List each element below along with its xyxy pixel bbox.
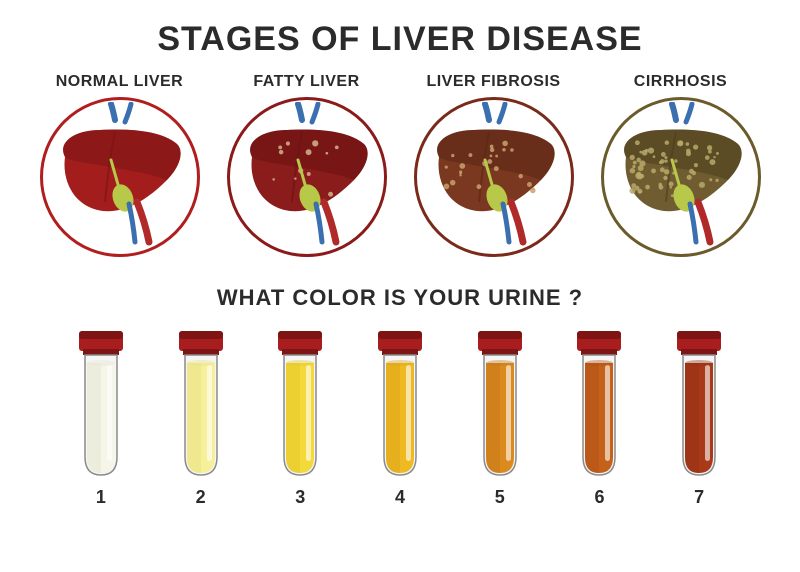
urine-tube-item: 5 bbox=[459, 329, 541, 508]
liver-stage-row: NORMAL LIVER FATTY LIVER LIVER FIBROSIS bbox=[30, 73, 770, 257]
urine-tube-item: 2 bbox=[160, 329, 242, 508]
liver-circle bbox=[40, 97, 200, 257]
urine-tube-item: 7 bbox=[658, 329, 740, 508]
liver-stage-label: LIVER FIBROSIS bbox=[426, 73, 560, 91]
test-tube-icon bbox=[73, 329, 129, 479]
liver-circle bbox=[414, 97, 574, 257]
liver-stage-item: FATTY LIVER bbox=[217, 73, 396, 257]
tube-number: 3 bbox=[295, 487, 305, 508]
test-tube-icon bbox=[571, 329, 627, 479]
tube-number: 5 bbox=[495, 487, 505, 508]
tube-number: 4 bbox=[395, 487, 405, 508]
test-tube-icon bbox=[671, 329, 727, 479]
liver-icon bbox=[419, 102, 569, 252]
tube-number: 1 bbox=[96, 487, 106, 508]
test-tube-icon bbox=[173, 329, 229, 479]
liver-icon bbox=[45, 102, 195, 252]
liver-stage-label: CIRRHOSIS bbox=[634, 73, 727, 91]
urine-tube-row: 1 2 3 bbox=[30, 329, 770, 508]
liver-stage-label: NORMAL LIVER bbox=[56, 73, 183, 91]
liver-stage-label: FATTY LIVER bbox=[253, 73, 359, 91]
urine-subtitle: WHAT COLOR IS YOUR URINE ? bbox=[217, 285, 583, 311]
liver-icon bbox=[606, 102, 756, 252]
test-tube-icon bbox=[372, 329, 428, 479]
liver-stage-item: NORMAL LIVER bbox=[30, 73, 209, 257]
urine-tube-item: 4 bbox=[359, 329, 441, 508]
urine-tube-item: 6 bbox=[559, 329, 641, 508]
main-title: STAGES OF LIVER DISEASE bbox=[157, 20, 642, 59]
urine-tube-item: 3 bbox=[259, 329, 341, 508]
liver-circle bbox=[601, 97, 761, 257]
test-tube-icon bbox=[272, 329, 328, 479]
tube-number: 7 bbox=[694, 487, 704, 508]
test-tube-icon bbox=[472, 329, 528, 479]
liver-stage-item: CIRRHOSIS bbox=[591, 73, 770, 257]
urine-tube-item: 1 bbox=[60, 329, 142, 508]
tube-number: 2 bbox=[196, 487, 206, 508]
liver-stage-item: LIVER FIBROSIS bbox=[404, 73, 583, 257]
tube-number: 6 bbox=[594, 487, 604, 508]
liver-circle bbox=[227, 97, 387, 257]
liver-icon bbox=[232, 102, 382, 252]
